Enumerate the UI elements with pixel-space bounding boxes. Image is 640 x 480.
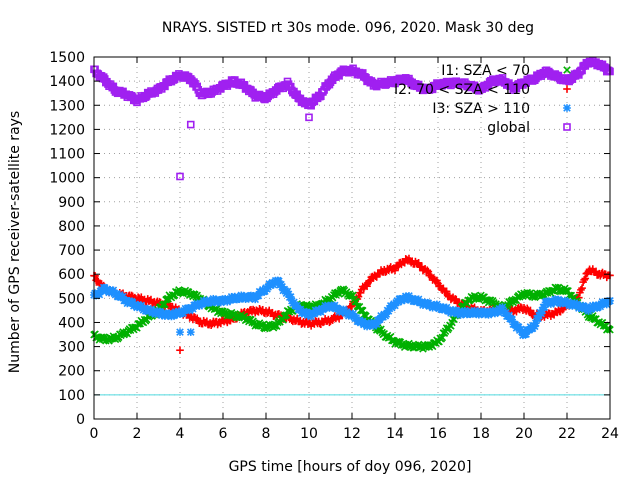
x-tick-label: 8: [262, 426, 271, 442]
chart-title: NRAYS. SISTED rt 30s mode. 096, 2020. Ma…: [162, 20, 534, 36]
isolated-point: [186, 328, 195, 336]
outlier-point: [186, 120, 195, 129]
y-tick-label: 300: [58, 340, 85, 356]
isolated-point: [176, 346, 184, 355]
y-tick-label: 100: [58, 388, 85, 404]
y-tick-label: 400: [58, 315, 85, 331]
y-tick-label: 500: [58, 291, 85, 307]
data-point: [91, 272, 99, 280]
x-tick-label: 18: [472, 426, 490, 442]
x-tick-label: 6: [219, 426, 228, 442]
y-tick-label: 600: [58, 267, 85, 283]
legend-label: I1: SZA < 70: [441, 63, 530, 79]
y-tick-label: 700: [58, 243, 85, 259]
legend-marker: [563, 104, 571, 112]
x-tick-label: 20: [515, 426, 533, 442]
y-tick-label: 1300: [49, 98, 85, 114]
y-tick-label: 1500: [49, 50, 85, 66]
data-point: [577, 286, 585, 294]
legend-marker: [563, 85, 571, 93]
data-point: [578, 284, 586, 292]
x-tick-label: 10: [300, 426, 318, 442]
outlier-point: [305, 113, 313, 122]
x-tick-label: 0: [90, 426, 99, 442]
data-point: [363, 282, 371, 291]
x-tick-label: 14: [386, 426, 404, 442]
y-tick-label: 1200: [49, 122, 85, 138]
y-axis-label: Number of GPS receiver-satellite rays: [7, 111, 23, 373]
x-tick-label: 2: [133, 426, 142, 442]
y-tick-label: 800: [58, 219, 85, 235]
y-tick-label: 900: [58, 195, 85, 211]
y-tick-label: 1100: [49, 147, 85, 163]
y-tick-label: 200: [58, 364, 85, 380]
plot-area: [90, 56, 614, 355]
legend-marker: [563, 66, 571, 74]
y-tick-label: 1000: [49, 171, 85, 187]
y-tick-label: 0: [76, 412, 85, 428]
legend-marker: [563, 123, 571, 131]
x-tick-label: 22: [558, 426, 576, 442]
outlier-point: [176, 172, 184, 181]
grid: [94, 57, 610, 419]
data-point: [414, 259, 423, 267]
legend: I1: SZA < 70 I2: 70 < SZA < 110 I3: SZA > …: [394, 63, 571, 136]
legend-label: I2: 70 < SZA < 110: [394, 82, 530, 98]
data-point: [581, 274, 590, 283]
data-point: [442, 287, 451, 296]
data-point: [423, 266, 432, 275]
x-axis-label: GPS time [hours of doy 096, 2020]: [229, 459, 472, 475]
y-tick-label: 1400: [49, 74, 85, 90]
x-tick-label: 16: [429, 426, 447, 442]
legend-label: global: [487, 120, 530, 136]
series-3: [90, 56, 614, 181]
isolated-point: [176, 328, 184, 336]
axis-ticks: 0 2 4 6 8 10 12 14 16 18 20 22 240100200300400500600…: [49, 50, 619, 442]
data-point: [580, 276, 588, 284]
data-point: [347, 303, 355, 311]
x-tick-label: 12: [343, 426, 361, 442]
x-tick-label: 24: [601, 426, 619, 442]
x-tick-label: 4: [176, 426, 185, 442]
legend-label: I3: SZA > 110: [432, 101, 530, 117]
series-2: [90, 276, 614, 340]
